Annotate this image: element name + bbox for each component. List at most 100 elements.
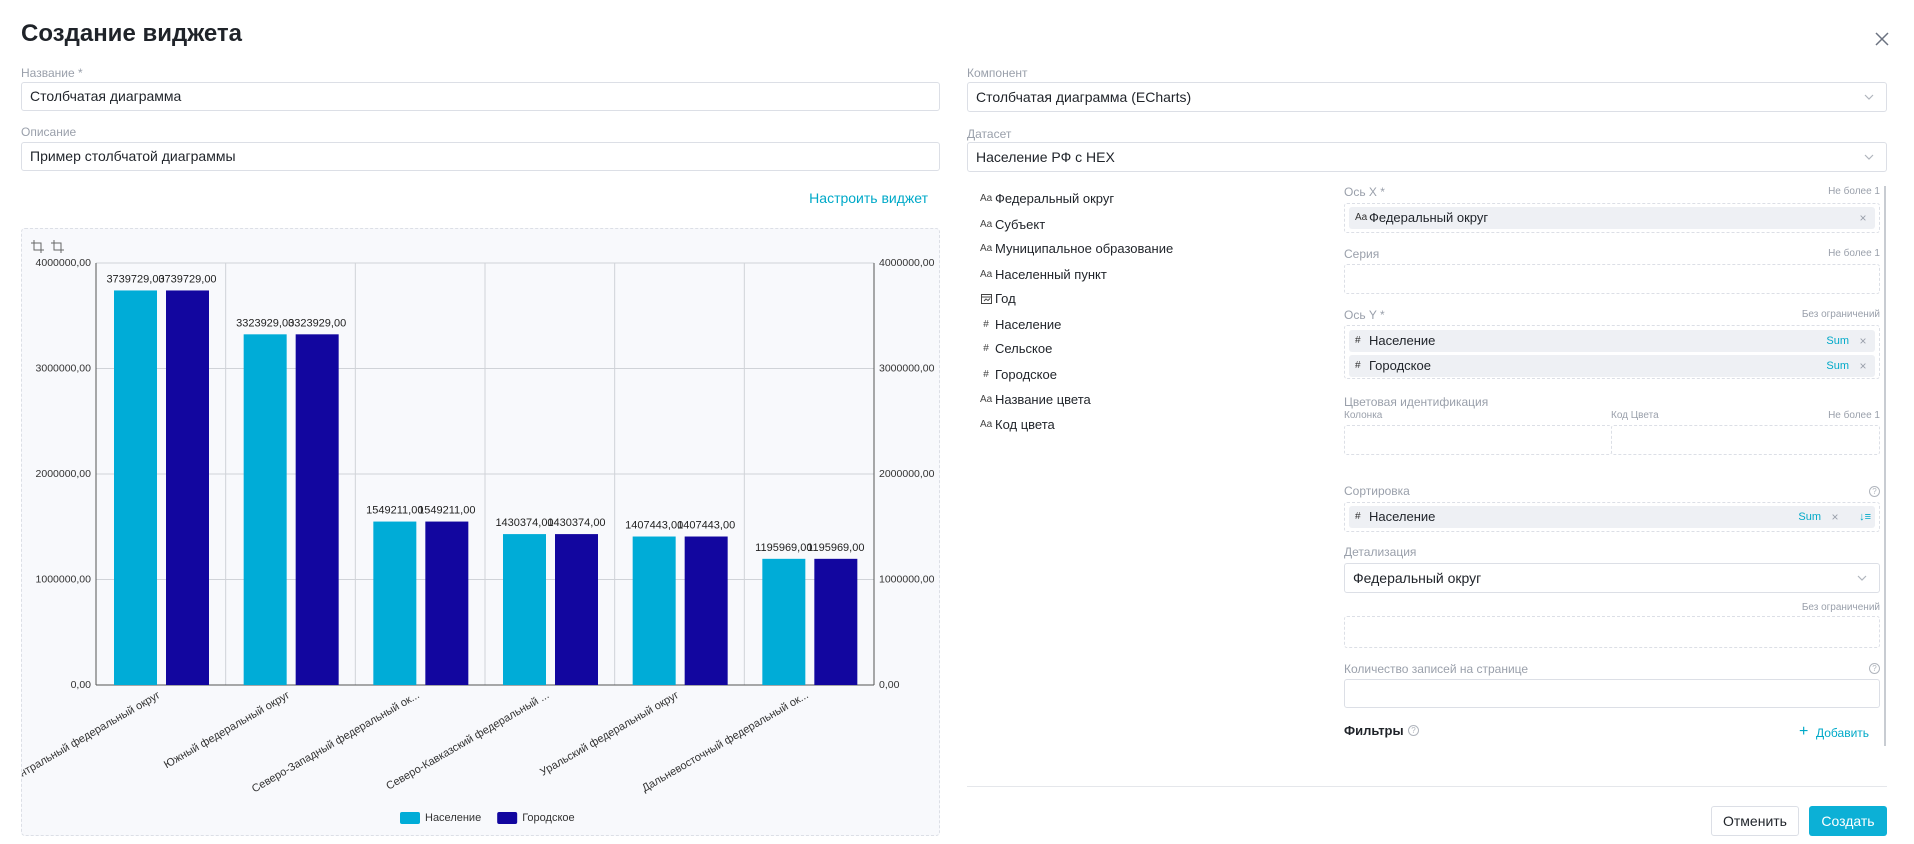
y-tick-label: 1000000,00 (36, 573, 92, 585)
field-label: Цветовая идентификация (1344, 395, 1489, 409)
chip-name: Население (1369, 333, 1436, 348)
limit-note: Не более 1 (1828, 248, 1880, 259)
field-name: Год (995, 291, 1016, 306)
field-item[interactable]: Год (978, 290, 1318, 308)
bar (762, 558, 806, 685)
limit-note: Не более 1 (1828, 186, 1880, 197)
chip[interactable]: # Городское Sum × (1349, 355, 1875, 377)
chart: 0,00 0,00 1000000,00 1000000,00 2000000,00 20… (22, 240, 935, 824)
aggregation[interactable]: Sum (1826, 360, 1849, 372)
input-value: Столбчатая диаграмма (30, 88, 182, 104)
configure-link[interactable]: Настроить виджет (809, 190, 928, 206)
value-label: 3739729,00 (158, 273, 216, 285)
chip[interactable]: # Население Sum × (1349, 330, 1875, 352)
reset-icon (51, 240, 64, 253)
bar (555, 534, 598, 685)
field-item[interactable]: # Городское (978, 366, 1318, 384)
remove-icon[interactable]: × (1831, 510, 1839, 524)
drop-zone[interactable]: Aa Федеральный округ × (1344, 203, 1880, 233)
bar (243, 334, 287, 685)
text-input[interactable] (1344, 679, 1880, 708)
field-item[interactable]: Aa Муниципальное образование (978, 240, 1318, 258)
bar (632, 536, 676, 685)
field-item[interactable]: # Сельское (978, 340, 1318, 358)
field-label: Серия (1344, 247, 1380, 261)
bar (684, 536, 728, 685)
drop-zone[interactable]: # Население Sum × ↓≡ (1344, 502, 1880, 532)
remove-icon[interactable]: × (1859, 334, 1867, 348)
bar (114, 290, 157, 685)
value-label: 3739729,00 (106, 273, 164, 285)
legend-label: Городское (522, 812, 574, 824)
add-filter[interactable]: Добавить (1816, 726, 1870, 740)
sub-label: Колонка (1344, 410, 1383, 421)
y2-tick-label: 2000000,00 (879, 468, 935, 480)
y2-tick-label: 4000000,00 (879, 257, 935, 269)
x-tick-label: Центральный федеральный округ (22, 689, 162, 787)
bar (295, 334, 339, 685)
chevron (1857, 575, 1867, 581)
chip[interactable]: # Население Sum × ↓≡ (1349, 506, 1875, 528)
limit-note: Без ограничений (1801, 309, 1880, 320)
bar (814, 558, 858, 685)
field-item[interactable]: Aa Код цвета (978, 416, 1318, 434)
chevron (1864, 154, 1874, 160)
y-tick-label: 0,00 (71, 679, 92, 691)
remove-icon[interactable]: × (1859, 359, 1867, 373)
field-item[interactable]: Aa Название цвета (978, 391, 1318, 409)
sort-icon[interactable]: ↓≡ (1859, 511, 1871, 523)
field-name: Муниципальное образование (995, 241, 1174, 256)
field-icon: Aa (980, 243, 993, 254)
field-label: Ось X * (1344, 185, 1385, 199)
field-label: Детализация (1344, 545, 1417, 559)
value-label: 1407443,00 (677, 520, 735, 532)
select[interactable]: Столбчатая диаграмма (ECharts) (967, 82, 1887, 112)
drop-zone[interactable] (1344, 425, 1612, 455)
drop-zone[interactable]: # Население Sum × # Городское Sum × (1344, 325, 1880, 379)
field-label: Сортировка (1344, 484, 1410, 498)
value-label: 1195969,00 (755, 542, 812, 554)
bar (425, 521, 469, 685)
value-label: 1549211,00 (418, 505, 475, 517)
limit-note: Не более 1 (1828, 410, 1880, 421)
bar (503, 534, 546, 685)
remove-icon[interactable]: × (1859, 211, 1867, 225)
limit-note: Без ограничений (1801, 602, 1880, 613)
chip[interactable]: Aa Федеральный округ × (1349, 207, 1875, 229)
field-name: Население (995, 317, 1062, 332)
field-name: Городское (995, 367, 1057, 382)
help-icon[interactable]: ? (1869, 486, 1880, 497)
aggregation[interactable]: Sum (1798, 511, 1821, 523)
drop-zone[interactable] (1611, 425, 1880, 455)
field-label: Датасет (967, 127, 1012, 141)
legend-swatch (497, 812, 518, 824)
chip-icon: Aa (1355, 212, 1368, 223)
help-icon[interactable]: ? (1408, 725, 1419, 736)
field-item[interactable]: Aa Субъект (978, 216, 1318, 234)
create-button[interactable]: Создать (1809, 806, 1887, 836)
field-item[interactable]: Aa Федеральный округ (978, 190, 1318, 208)
select[interactable]: Население РФ с HEX (967, 142, 1887, 172)
cancel-button[interactable]: Отменить (1711, 806, 1799, 836)
field-item[interactable]: # Население (978, 316, 1318, 334)
drop-zone[interactable] (1344, 264, 1880, 294)
sub-label: Код Цвета (1611, 410, 1659, 421)
select[interactable]: Федеральный округ (1344, 563, 1880, 593)
value-label: 3323929,00 (236, 317, 294, 329)
close-icon[interactable] (1874, 31, 1890, 47)
field-label: Описание (21, 125, 77, 139)
text-input[interactable]: Пример столбчатой диаграммы (21, 142, 940, 171)
text-input[interactable]: Столбчатая диаграмма (21, 82, 940, 111)
aggregation[interactable]: Sum (1826, 335, 1849, 347)
help-icon[interactable]: ? (1869, 663, 1880, 674)
add-icon[interactable]: + (1799, 723, 1809, 740)
field-icon: Aa (980, 419, 993, 430)
chevron (1864, 94, 1874, 100)
drop-zone[interactable] (1344, 616, 1880, 648)
field-item[interactable]: Aa Населенный пункт (978, 266, 1318, 284)
y2-tick-label: 0,00 (879, 679, 900, 691)
chip-name: Городское (1369, 358, 1431, 373)
field-label: Название * (21, 66, 83, 80)
legend-label: Население (425, 812, 481, 824)
